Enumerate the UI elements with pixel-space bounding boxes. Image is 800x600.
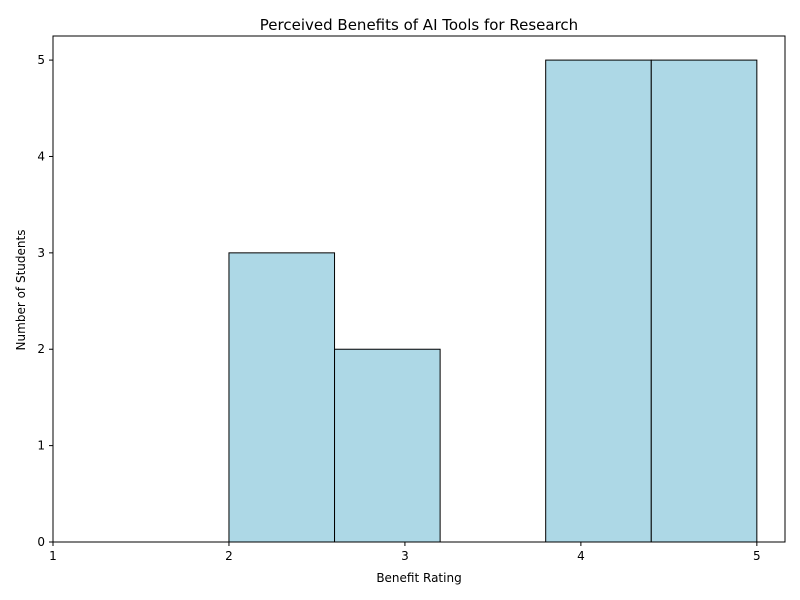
y-tick-label: 2	[37, 342, 45, 356]
y-axis-label: Number of Students	[14, 230, 28, 351]
x-axis-ticks: 1 2 3 4 5	[49, 542, 761, 563]
histogram-bar-3	[545, 59, 652, 543]
histogram-bar-4	[650, 59, 758, 543]
x-tick-label: 2	[225, 549, 233, 563]
y-tick-label: 1	[37, 439, 45, 453]
histogram-bar-1	[334, 348, 441, 543]
x-tick-label: 4	[577, 549, 585, 563]
histogram-bar-0	[228, 252, 336, 543]
x-tick-label: 5	[753, 549, 761, 563]
y-axis-ticks: 0 1 2 3 4 5	[37, 53, 53, 549]
plot-frame	[52, 35, 786, 543]
y-tick-label: 5	[37, 53, 45, 67]
bars-group	[228, 59, 758, 543]
y-tick-label: 0	[37, 535, 45, 549]
y-tick-label: 3	[37, 246, 45, 260]
x-tick-label: 3	[401, 549, 409, 563]
x-axis-label: Benefit Rating	[376, 571, 461, 585]
y-tick-label: 4	[37, 149, 45, 163]
x-tick-label: 1	[49, 549, 57, 563]
chart-title: Perceived Benefits of AI Tools for Resea…	[260, 16, 578, 34]
